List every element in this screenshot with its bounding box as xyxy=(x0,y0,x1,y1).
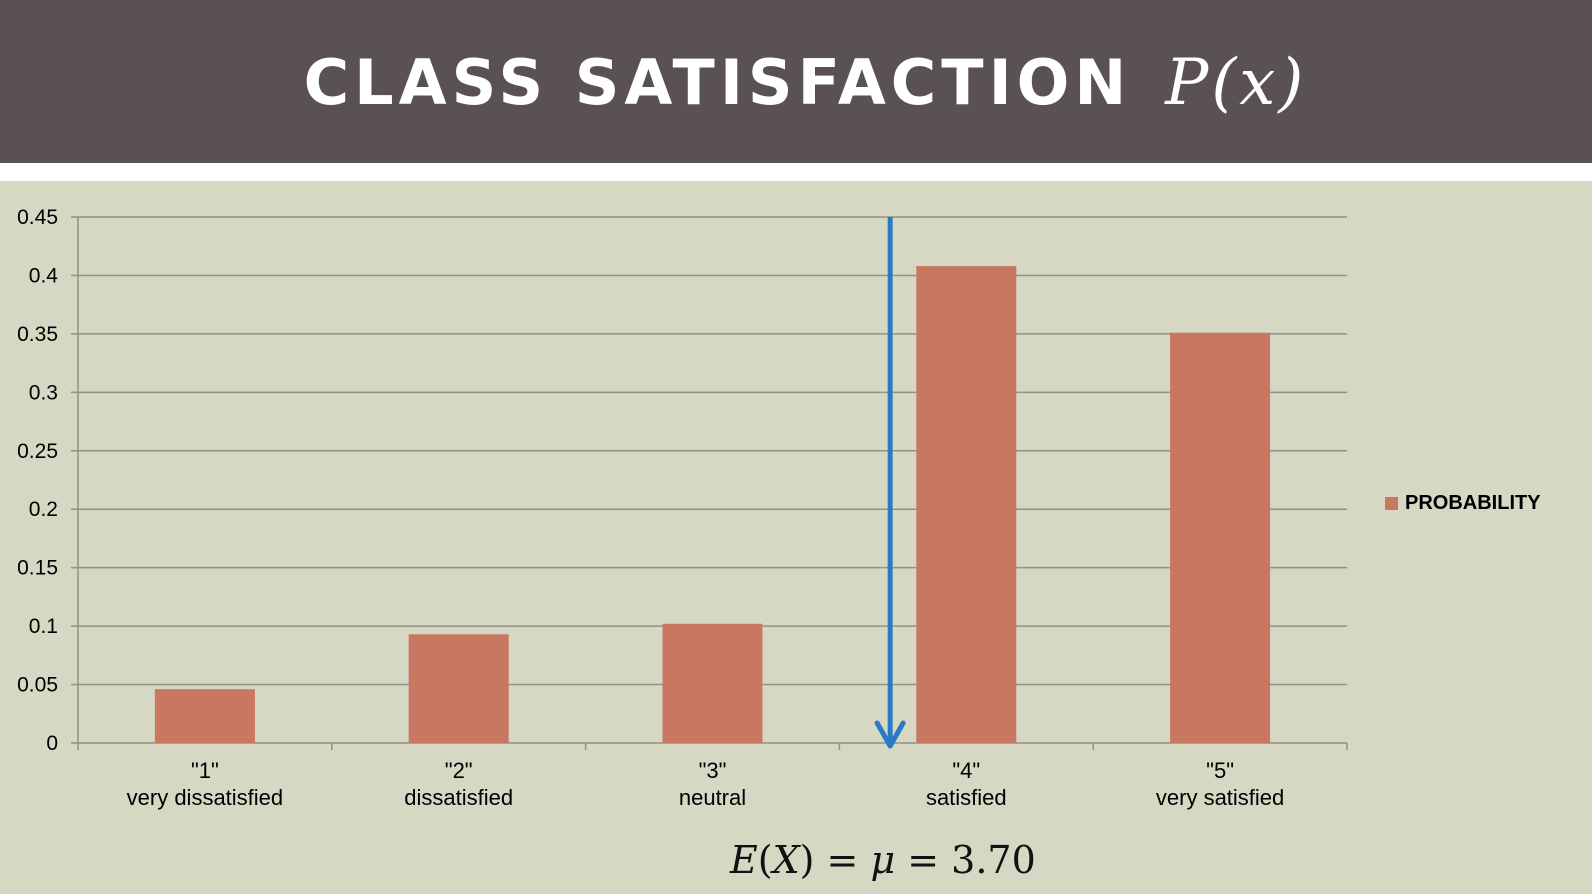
grid-layer xyxy=(78,216,1347,686)
y-tick-label: 0.4 xyxy=(29,264,59,287)
formula-value: 3.70 xyxy=(951,838,1036,882)
bar xyxy=(408,634,509,743)
legend: PROBABILITY xyxy=(1385,492,1541,515)
x-category-code: "2" xyxy=(445,758,473,783)
y-tick-label: 0.1 xyxy=(29,615,58,638)
formula-e: E xyxy=(730,838,758,882)
formula-x: X xyxy=(772,838,800,882)
mean-arrow-head xyxy=(874,720,906,749)
y-tick-label: 0.45 xyxy=(17,206,58,229)
title-wrap: CLASS SATISFACTION P(x) xyxy=(304,46,1307,120)
title-math: P(x) xyxy=(1165,45,1307,120)
bar xyxy=(1170,332,1271,743)
formula-equals-2: = xyxy=(895,838,952,882)
x-category-label: neutral xyxy=(679,785,746,810)
y-tick-label: 0.2 xyxy=(29,498,58,521)
legend-label: PROBABILITY xyxy=(1405,492,1541,514)
title-bar: CLASS SATISFACTION P(x) xyxy=(0,0,1592,163)
x-category-label: dissatisfied xyxy=(404,785,513,810)
formula-mu: μ xyxy=(870,838,896,882)
label-layer: 00.050.10.150.20.250.30.350.40.45"1"very… xyxy=(17,206,1284,810)
divider xyxy=(0,163,1592,181)
bar xyxy=(662,623,763,743)
page-title: CLASS SATISFACTION xyxy=(303,45,1132,119)
bar-chart: 00.050.10.150.20.250.30.350.40.45"1"very… xyxy=(17,206,1348,810)
x-category-code: "3" xyxy=(699,758,727,783)
x-category-label: very satisfied xyxy=(1156,785,1284,810)
y-tick-label: 0 xyxy=(46,732,58,755)
y-tick-label: 0.15 xyxy=(17,557,58,580)
arrow-layer xyxy=(874,217,906,749)
formula-close-paren: ) xyxy=(799,838,815,882)
formula-open-paren: ( xyxy=(757,838,773,882)
x-category-code: "1" xyxy=(191,758,219,783)
formula-equals-1: = xyxy=(814,838,871,882)
y-tick-label: 0.05 xyxy=(17,674,58,697)
y-tick-label: 0.25 xyxy=(17,440,58,463)
x-category-label: satisfied xyxy=(926,785,1007,810)
expected-value-formula: E(X) = μ = 3.70 xyxy=(730,838,1036,882)
y-tick-label: 0.3 xyxy=(29,381,58,404)
x-category-code: "4" xyxy=(952,758,980,783)
y-tick-label: 0.35 xyxy=(17,323,58,346)
bar xyxy=(154,689,255,743)
x-category-label: very dissatisfied xyxy=(127,785,284,810)
bar xyxy=(916,266,1017,743)
legend-swatch xyxy=(1385,497,1398,510)
bar-layer xyxy=(154,266,1271,743)
x-category-code: "5" xyxy=(1206,758,1234,783)
